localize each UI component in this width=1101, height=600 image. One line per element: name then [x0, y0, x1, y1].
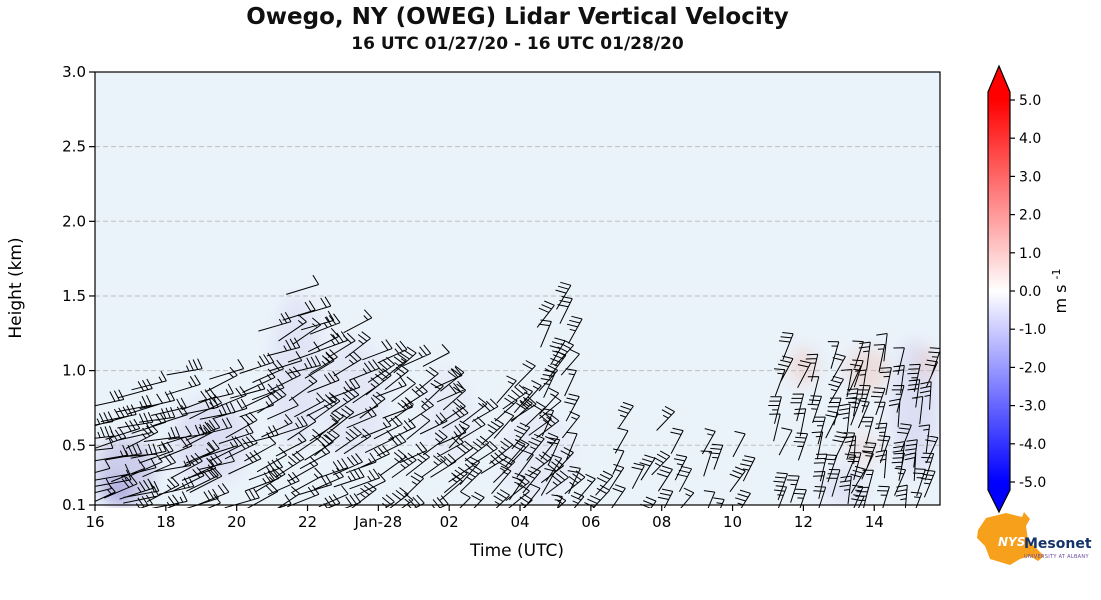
- nys-mesonet-logo: NYS Mesonet UNIVERSITY AT ALBANY: [972, 508, 1101, 578]
- x-tick-label: 06: [581, 513, 600, 531]
- colorbar-tick-label: -5.0: [1019, 475, 1046, 491]
- colorbar-tick-label: 1.0: [1019, 246, 1041, 262]
- ny-state-shape-icon: [977, 512, 1044, 565]
- logo-caption-text: UNIVERSITY AT ALBANY: [1024, 554, 1089, 560]
- x-tick-label: 14: [865, 513, 884, 531]
- x-tick-label: 12: [794, 513, 813, 531]
- y-tick-label: 2.5: [62, 138, 86, 156]
- colorbar-tick-label: 2.0: [1019, 208, 1041, 224]
- logo-nys-text: NYS: [998, 535, 1025, 549]
- colorbar-unit-label: m s -1: [1050, 268, 1070, 313]
- wind-barb-cluster: [508, 364, 569, 508]
- colorbar: [987, 64, 1011, 514]
- wind-barb-cluster: [700, 428, 756, 508]
- velocity-patch: [845, 430, 882, 468]
- wind-barb-cluster: [838, 333, 940, 508]
- colorbar-tick-label: -4.0: [1019, 437, 1046, 453]
- colorbar-tick-label: 4.0: [1019, 131, 1041, 147]
- wind-barb-cluster: [251, 274, 341, 508]
- colorbar-tick-label: 0.0: [1019, 284, 1041, 300]
- colorbar-tick-label: -2.0: [1019, 360, 1046, 376]
- x-axis-ticks: 16 18 20 22 Jan-28 02 04 06 08 10 12 14: [85, 505, 884, 531]
- y-tick-label: 2.0: [62, 212, 86, 230]
- x-tick-label: 02: [440, 513, 459, 531]
- wind-barb-cluster: [536, 281, 585, 508]
- x-tick-label: 08: [652, 513, 671, 531]
- y-tick-label: 3.0: [62, 63, 86, 81]
- x-tick-label: 22: [298, 513, 317, 531]
- colorbar-tick-label: 3.0: [1019, 169, 1041, 185]
- x-tick-label: 10: [723, 513, 742, 531]
- velocity-patch: [502, 415, 574, 498]
- x-tick-label: 04: [510, 513, 529, 531]
- y-tick-label: 0.5: [62, 436, 86, 454]
- colorbar-tick-label: -1.0: [1019, 322, 1046, 338]
- velocity-patch: [789, 348, 818, 386]
- chart-title: Owego, NY (OWEG) Lidar Vertical Velocity: [246, 4, 789, 30]
- wind-barb-cluster: [309, 309, 414, 508]
- y-tick-label: 0.1: [62, 496, 86, 514]
- y-axis-label: Height (km): [6, 237, 26, 338]
- x-tick-label: Jan-28: [354, 513, 403, 531]
- wind-barb-cluster: [440, 360, 537, 508]
- wind-barbs-layer: [95, 274, 940, 508]
- colorbar-tick-label: -3.0: [1019, 399, 1046, 415]
- x-tick-label: 18: [156, 513, 175, 531]
- chart-subtitle: 16 UTC 01/27/20 - 16 UTC 01/28/20: [351, 34, 684, 54]
- x-tick-label: 16: [85, 513, 104, 531]
- y-tick-label: 1.0: [62, 362, 86, 380]
- wind-barb-cluster: [384, 344, 467, 508]
- wind-barb-cluster: [181, 352, 284, 508]
- plot-border: [94, 71, 941, 506]
- wind-barb-cluster: [609, 401, 695, 508]
- x-axis-label: Time (UTC): [469, 541, 564, 561]
- y-axis-ticks: 3.0 2.5 2.0 1.5 1.0 0.5 0.1: [62, 63, 95, 514]
- y-tick-label: 1.5: [62, 287, 86, 305]
- colorbar-ticks: 5.0 4.0 3.0 2.0 1.0 0.0 -1.0 -2.0 -3.0 -4.0 -5.0: [1010, 93, 1046, 491]
- colorbar-tick-label: 5.0: [1019, 93, 1041, 109]
- logo-mesonet-text: Mesonet: [1024, 536, 1092, 552]
- wind-barb-cluster: [768, 332, 867, 508]
- x-tick-label: 20: [227, 513, 246, 531]
